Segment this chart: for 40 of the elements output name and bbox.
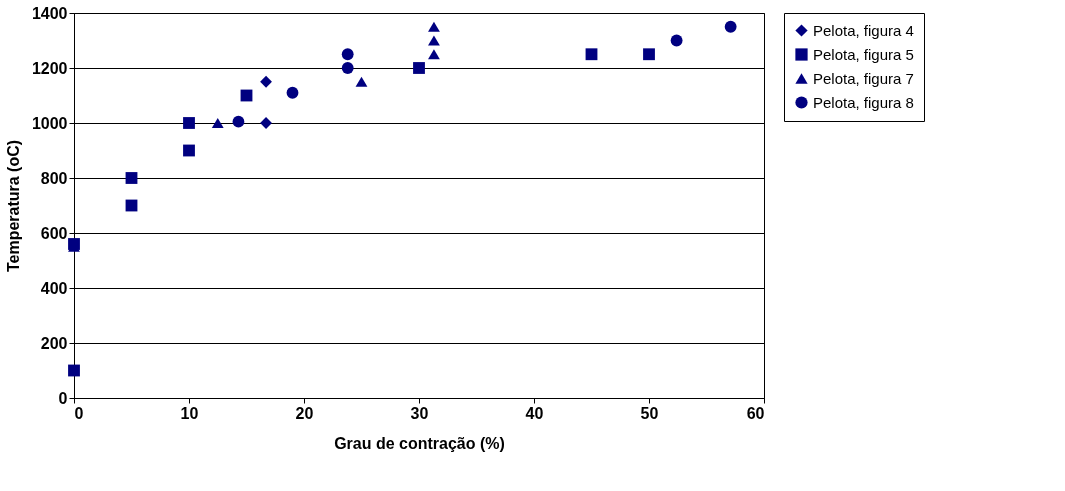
- point: [260, 75, 272, 88]
- x-axis-title: Grau de contração (%): [334, 434, 505, 452]
- legend-label: Pelota, figura 7: [813, 69, 914, 87]
- point: [355, 76, 368, 87]
- point: [183, 144, 195, 157]
- y-tick-label: 800: [40, 169, 68, 187]
- x-tick-label: 30: [410, 404, 429, 422]
- point: [232, 115, 245, 128]
- point: [670, 34, 683, 47]
- point: [341, 48, 354, 61]
- y-tick-label: 1200: [31, 59, 68, 77]
- x-tick-label: 50: [640, 404, 659, 422]
- point: [183, 117, 195, 129]
- point: [428, 49, 440, 60]
- point: [211, 117, 224, 129]
- legend-label: Pelota, figura 5: [813, 45, 914, 63]
- x-tick-label: 60: [746, 404, 765, 422]
- legend-label: Pelota, figura 8: [813, 93, 914, 111]
- point: [68, 364, 80, 377]
- point: [341, 62, 354, 74]
- point: [643, 48, 655, 61]
- y-tick-label: 400: [40, 279, 68, 297]
- point: [724, 20, 737, 33]
- x-tick-label: 20: [295, 404, 314, 422]
- x-tick-label: 40: [525, 404, 544, 422]
- y-tick-label: 600: [40, 224, 68, 242]
- legend-label: Pelota, figura 4: [813, 21, 914, 39]
- point: [585, 48, 598, 61]
- y-tick-label: 1000: [31, 114, 68, 132]
- y-axis-title: Temperatura (oC): [4, 139, 22, 273]
- x-tick-label: 0: [74, 404, 84, 422]
- x-tick-label: 10: [180, 404, 199, 422]
- y-tick-label: 1400: [31, 4, 68, 22]
- point: [428, 35, 440, 46]
- point: [125, 172, 138, 184]
- y-tick-label: 0: [58, 389, 68, 407]
- point: [413, 62, 425, 74]
- point: [428, 21, 440, 32]
- y-tick-label: 200: [40, 334, 68, 352]
- point: [286, 86, 299, 99]
